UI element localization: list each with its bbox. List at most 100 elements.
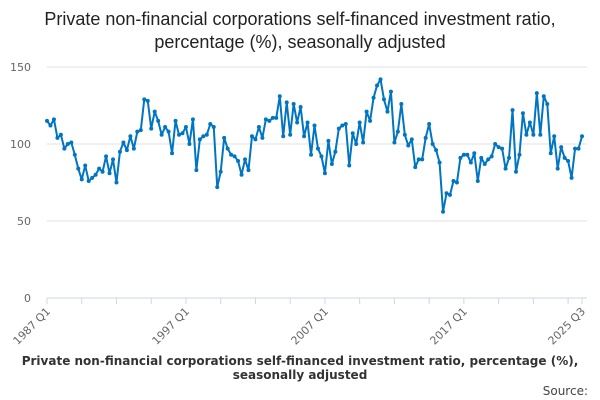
- data-point: [538, 132, 543, 137]
- data-point: [319, 154, 324, 159]
- data-point: [291, 101, 296, 106]
- data-point: [121, 140, 126, 145]
- data-point: [378, 77, 383, 82]
- data-point: [573, 146, 578, 151]
- data-point: [246, 168, 251, 173]
- data-point: [201, 134, 206, 139]
- data-point: [149, 126, 154, 131]
- data-point: [204, 132, 209, 137]
- data-point: [211, 125, 216, 130]
- data-point: [58, 132, 63, 137]
- data-point: [507, 155, 512, 160]
- data-point: [392, 140, 397, 145]
- data-point: [225, 146, 230, 151]
- data-point: [413, 165, 418, 170]
- data-point: [343, 121, 348, 126]
- data-point: [284, 100, 289, 105]
- data-point: [117, 149, 122, 154]
- data-point: [69, 140, 74, 145]
- data-point: [114, 180, 119, 185]
- data-point: [138, 128, 143, 133]
- data-point: [142, 97, 147, 102]
- series-line: [46, 78, 583, 213]
- data-point: [159, 132, 164, 137]
- x-tick-label: 1997 Q1: [150, 305, 193, 348]
- data-point: [493, 142, 498, 146]
- data-point: [524, 132, 529, 137]
- data-point: [274, 115, 279, 120]
- data-point: [336, 126, 341, 131]
- data-point: [131, 146, 136, 151]
- data-point: [190, 117, 195, 122]
- data-point: [472, 151, 477, 156]
- data-point: [97, 166, 102, 171]
- data-point: [496, 145, 501, 150]
- data-point: [229, 152, 234, 157]
- data-point: [451, 178, 456, 183]
- data-point: [329, 162, 334, 167]
- data-point: [465, 152, 470, 157]
- data-point: [187, 142, 192, 146]
- data-point: [545, 101, 550, 106]
- data-point: [298, 105, 303, 110]
- data-point: [489, 154, 494, 159]
- data-point: [45, 118, 49, 123]
- data-point: [145, 98, 150, 103]
- data-point: [222, 135, 227, 140]
- data-point: [281, 134, 286, 139]
- data-point: [420, 157, 425, 162]
- data-point: [347, 163, 352, 168]
- data-point: [461, 152, 466, 157]
- data-point: [263, 117, 268, 122]
- data-point: [406, 143, 411, 148]
- data-point: [364, 109, 369, 114]
- data-point: [128, 134, 133, 139]
- data-point: [402, 132, 407, 137]
- data-point: [569, 175, 574, 180]
- data-point: [520, 111, 525, 116]
- data-point: [55, 135, 60, 140]
- data-point: [444, 191, 449, 196]
- data-point: [548, 151, 553, 156]
- data-point: [72, 152, 77, 157]
- data-point: [170, 151, 175, 156]
- data-point: [475, 178, 480, 183]
- data-point: [368, 118, 373, 123]
- data-point: [135, 129, 140, 134]
- data-point: [385, 109, 390, 114]
- data-point: [124, 148, 129, 153]
- data-point: [51, 117, 56, 122]
- data-point: [48, 123, 53, 128]
- data-point: [243, 157, 248, 162]
- data-point: [236, 158, 241, 163]
- data-point: [441, 209, 446, 214]
- data-point: [277, 94, 282, 99]
- data-point: [326, 138, 331, 143]
- data-point: [100, 169, 105, 174]
- data-point: [357, 120, 362, 125]
- data-point: [90, 175, 95, 180]
- data-point: [354, 142, 359, 146]
- y-tick-label: 100: [10, 138, 31, 151]
- data-point: [541, 94, 546, 99]
- x-tick-label: 1987 Q1: [11, 305, 54, 348]
- data-point: [288, 132, 293, 137]
- x-tick-label: 2025 Q3: [546, 305, 589, 348]
- data-point: [239, 172, 244, 177]
- data-point: [322, 171, 327, 176]
- data-point: [65, 142, 70, 146]
- x-tick-label: 2007 Q1: [289, 305, 332, 348]
- data-point: [513, 169, 518, 174]
- data-point: [423, 135, 428, 140]
- data-point: [76, 166, 81, 171]
- data-point: [503, 166, 508, 171]
- data-point: [534, 91, 539, 96]
- data-point: [194, 168, 199, 173]
- data-point: [315, 146, 320, 151]
- data-point: [156, 118, 161, 123]
- data-point: [166, 129, 171, 134]
- data-point: [361, 140, 366, 145]
- data-point: [340, 123, 345, 128]
- data-point: [163, 125, 168, 130]
